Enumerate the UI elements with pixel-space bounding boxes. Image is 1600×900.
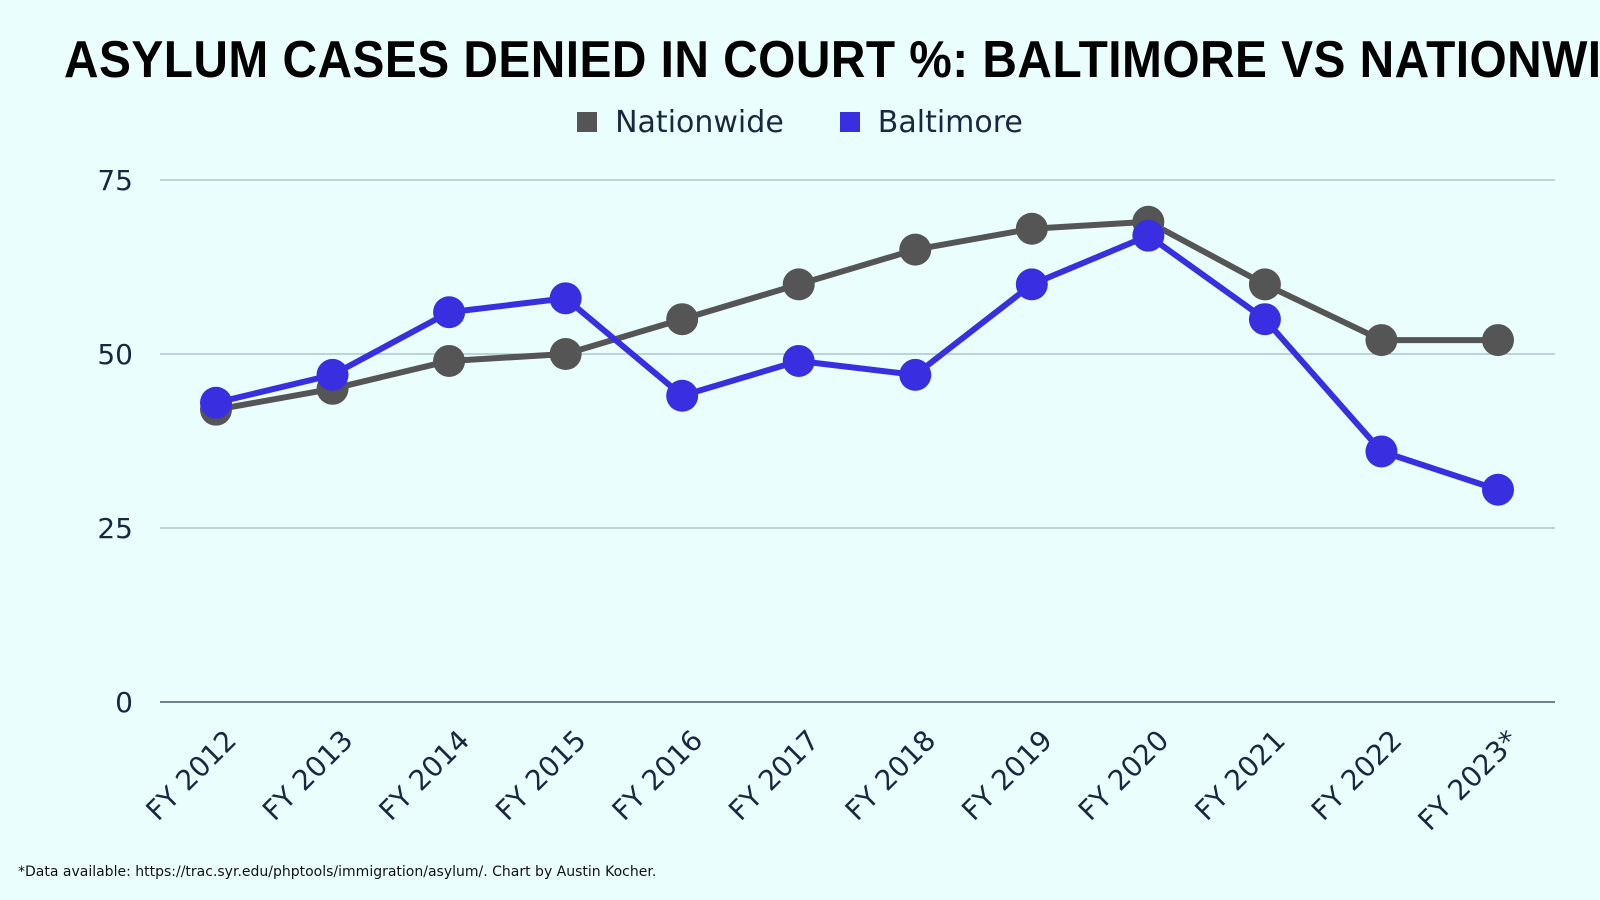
x-tick-label-10: FY 2022 bbox=[1305, 724, 1409, 828]
data-point-baltimore-11 bbox=[1482, 473, 1514, 506]
x-tick-label-2: FY 2014 bbox=[373, 724, 477, 828]
legend-swatch-baltimore bbox=[839, 112, 860, 132]
data-point-baltimore-6 bbox=[899, 358, 932, 391]
data-point-baltimore-10 bbox=[1365, 435, 1398, 468]
data-point-baltimore-2 bbox=[433, 296, 466, 329]
y-tick-label-75: 75 bbox=[97, 164, 133, 197]
x-tick-label-8: FY 2020 bbox=[1072, 724, 1176, 828]
data-point-nationwide-9 bbox=[1248, 268, 1281, 301]
legend-item-nationwide: Nationwide bbox=[577, 105, 784, 140]
series-line-baltimore bbox=[213, 232, 1501, 493]
y-tick-label-0: 0 bbox=[115, 686, 133, 719]
footnote: *Data available: https://trac.syr.edu/ph… bbox=[18, 864, 657, 880]
chart-legend: Nationwide Baltimore bbox=[0, 102, 1600, 142]
x-tick-label-9: FY 2021 bbox=[1188, 724, 1292, 828]
data-point-nationwide-11 bbox=[1482, 324, 1514, 357]
data-point-baltimore-9 bbox=[1248, 303, 1281, 336]
data-point-nationwide-6 bbox=[899, 233, 932, 266]
data-point-nationwide-5 bbox=[782, 268, 815, 301]
legend-swatch-nationwide bbox=[577, 112, 598, 132]
x-tick-label-4: FY 2016 bbox=[606, 724, 710, 828]
chart-title: ASYLUM CASES DENIED IN COURT %: BALTIMOR… bbox=[64, 31, 1600, 89]
legend-label-nationwide: Nationwide bbox=[615, 104, 784, 140]
data-point-nationwide-3 bbox=[549, 338, 582, 370]
data-point-baltimore-0 bbox=[200, 386, 232, 419]
legend-label-baltimore: Baltimore bbox=[877, 104, 1023, 140]
data-point-nationwide-4 bbox=[666, 303, 699, 336]
data-point-nationwide-2 bbox=[433, 344, 466, 377]
data-point-nationwide-7 bbox=[1015, 212, 1048, 245]
series-line-nationwide bbox=[213, 218, 1501, 413]
x-tick-label-5: FY 2017 bbox=[722, 724, 826, 828]
data-point-nationwide-10 bbox=[1365, 324, 1398, 357]
data-point-baltimore-7 bbox=[1015, 268, 1048, 301]
x-tick-label-1: FY 2013 bbox=[256, 724, 360, 828]
y-tick-label-50: 50 bbox=[97, 338, 133, 371]
x-tick-label-6: FY 2018 bbox=[839, 724, 943, 828]
x-tick-label-0: FY 2012 bbox=[139, 724, 243, 828]
data-point-baltimore-3 bbox=[549, 282, 582, 315]
data-point-baltimore-4 bbox=[666, 379, 699, 412]
y-tick-label-25: 25 bbox=[97, 512, 133, 545]
x-tick-label-11: FY 2023* bbox=[1412, 724, 1525, 837]
legend-item-baltimore: Baltimore bbox=[839, 104, 1023, 140]
data-point-baltimore-5 bbox=[782, 344, 815, 377]
data-point-baltimore-8 bbox=[1132, 219, 1165, 252]
data-point-baltimore-1 bbox=[316, 358, 349, 391]
x-tick-label-7: FY 2019 bbox=[955, 724, 1059, 828]
x-tick-label-3: FY 2015 bbox=[489, 724, 593, 828]
